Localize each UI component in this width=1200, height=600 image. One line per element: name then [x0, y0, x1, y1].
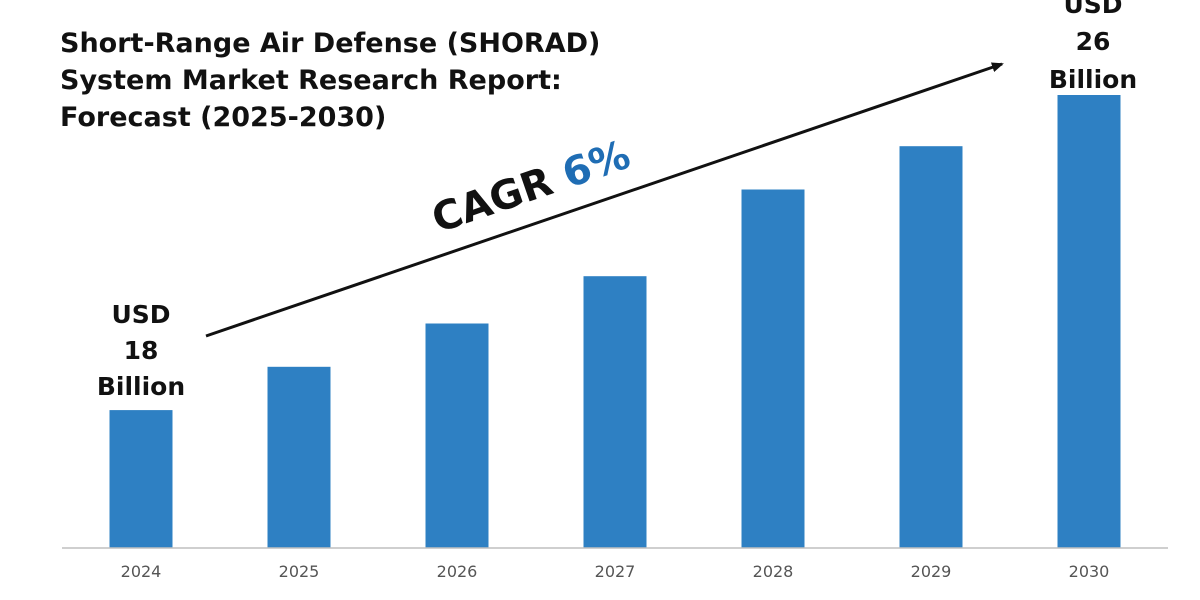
cagr-value: 6%: [557, 132, 636, 198]
end-value-callout: USD 26 Billion: [1049, 0, 1137, 94]
trend-arrow: [205, 62, 1004, 338]
chart-title-line-3: Forecast (2025-2030): [60, 102, 386, 133]
x-tick-label-2024: 2024: [121, 562, 162, 581]
start-callout-line-2: 18: [124, 336, 159, 365]
bar-2025: [267, 366, 331, 548]
x-tick-label-2025: 2025: [279, 562, 320, 581]
x-tick-label-2028: 2028: [753, 562, 794, 581]
bar-2030: [1057, 95, 1121, 548]
bar-2026: [425, 323, 489, 548]
x-tick-label-2029: 2029: [911, 562, 952, 581]
cagr-text: CAGR: [426, 159, 558, 243]
x-tick-label-2027: 2027: [595, 562, 636, 581]
x-tick-label-2030: 2030: [1069, 562, 1110, 581]
chart-title-line-1: Short-Range Air Defense (SHORAD): [60, 28, 600, 59]
start-callout-line-3: Billion: [97, 372, 185, 401]
bar-2028: [741, 189, 805, 548]
end-callout-line-1: USD: [1063, 0, 1122, 19]
bar-2027: [583, 276, 647, 548]
x-axis-ticks: 2024 2025 2026 2027 2028 2029 2030: [121, 562, 1110, 581]
start-callout-line-1: USD: [111, 300, 170, 329]
bars: [109, 95, 1121, 548]
bar-2029: [899, 146, 963, 548]
x-tick-label-2026: 2026: [437, 562, 478, 581]
start-value-callout: USD 18 Billion: [97, 300, 185, 401]
end-callout-line-3: Billion: [1049, 65, 1137, 94]
chart-title-line-2: System Market Research Report:: [60, 65, 562, 96]
bar-2024: [109, 410, 173, 548]
end-callout-line-2: 26: [1076, 27, 1111, 56]
